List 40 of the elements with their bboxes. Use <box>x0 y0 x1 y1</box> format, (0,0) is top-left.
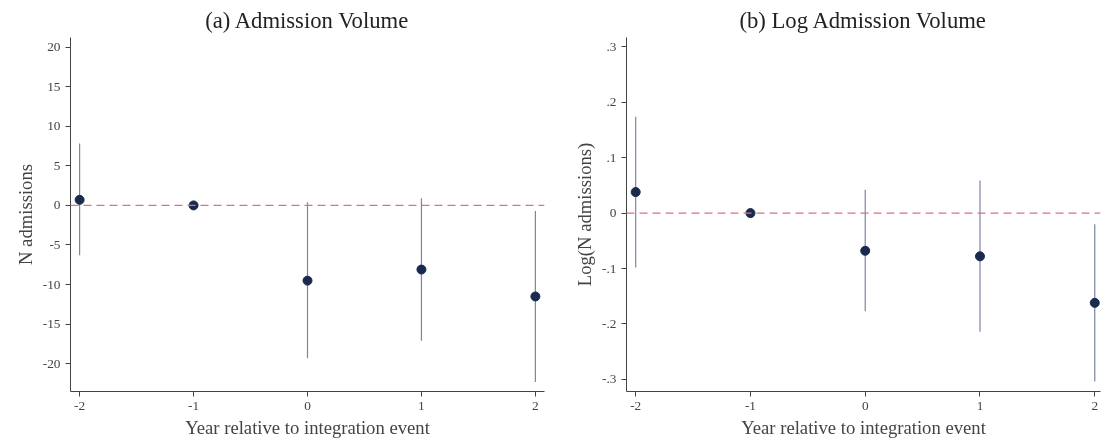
point <box>1089 297 1100 308</box>
y-tick-label: -.2 <box>602 315 617 331</box>
x-tick-label: -1 <box>744 397 757 413</box>
y-tick-label: -5 <box>49 236 61 252</box>
y-tick-label: .2 <box>606 94 617 110</box>
y-tick-label: 20 <box>47 39 61 54</box>
point <box>530 291 541 302</box>
chart-title: (a) Admission Volume <box>205 7 409 33</box>
y-tick-label: -.3 <box>602 371 617 387</box>
x-tick-label: 1 <box>976 397 984 413</box>
point <box>302 275 313 286</box>
x-tick-label: 1 <box>418 397 425 413</box>
chart-title: (b) Log Admission Volume <box>739 7 986 33</box>
point <box>416 264 427 275</box>
y-tick-label: 15 <box>47 78 61 94</box>
y-tick-label: .1 <box>606 149 617 165</box>
y-tick-label: -20 <box>42 355 61 371</box>
y-axis-title: N admissions <box>14 163 36 266</box>
x-axis-title: Year relative to integration event <box>741 416 987 438</box>
x-tick-label: 0 <box>861 397 869 413</box>
point <box>860 245 871 256</box>
y-axis-title: Log(N admissions) <box>574 142 597 287</box>
y-tick-label: -15 <box>42 316 61 332</box>
y-tick-label: 0 <box>53 197 61 213</box>
y-tick-label: 0 <box>609 205 617 221</box>
x-axis-title: Year relative to integration event <box>185 416 431 438</box>
y-tick-label: -10 <box>42 276 61 292</box>
point <box>630 187 641 198</box>
x-tick-label: -1 <box>188 397 200 413</box>
y-tick-label: -.1 <box>602 260 617 276</box>
x-tick-label: -2 <box>630 397 642 413</box>
point <box>74 194 85 205</box>
y-tick-label: .3 <box>606 38 617 54</box>
y-tick-label: 5 <box>53 157 61 173</box>
x-tick-label: -2 <box>74 397 86 413</box>
x-tick-label: 0 <box>304 397 312 413</box>
point <box>974 251 985 262</box>
x-tick-label: 2 <box>532 397 539 413</box>
y-tick-label: 10 <box>47 118 61 134</box>
x-tick-label: 2 <box>1091 397 1099 413</box>
